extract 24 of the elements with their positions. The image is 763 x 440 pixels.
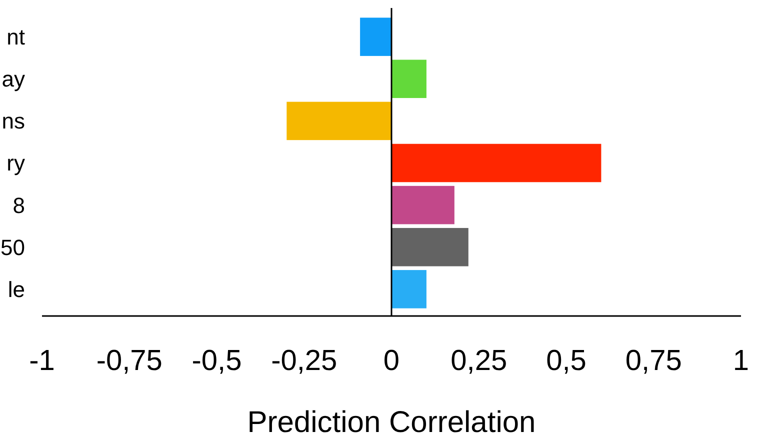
x-tick-label: -0,75 bbox=[96, 345, 162, 377]
x-tick-label: 0,25 bbox=[450, 345, 508, 377]
bar bbox=[392, 270, 426, 308]
y-tick-label: 50 bbox=[0, 234, 25, 260]
x-tick-label: -0,5 bbox=[192, 345, 242, 377]
bar bbox=[392, 186, 454, 224]
x-tick-label: -0,25 bbox=[271, 345, 338, 377]
y-tick-label: ay bbox=[2, 66, 25, 92]
y-tick-label: 8 bbox=[12, 192, 25, 218]
bar bbox=[286, 102, 392, 140]
x-tick-label: -1 bbox=[29, 345, 55, 377]
x-axis-title: Prediction Correlation bbox=[247, 406, 536, 439]
x-tick-label: 0 bbox=[383, 345, 400, 377]
bar bbox=[392, 60, 426, 98]
bar bbox=[392, 228, 468, 266]
bar bbox=[392, 144, 602, 182]
y-tick-label: ry bbox=[6, 150, 25, 176]
bar bbox=[360, 18, 392, 56]
x-tick-label: 0,75 bbox=[625, 345, 682, 377]
y-tick-label: le bbox=[8, 276, 25, 302]
x-tick-label: 0,5 bbox=[546, 345, 586, 377]
x-tick-label: 1 bbox=[732, 345, 750, 377]
y-tick-label: ns bbox=[2, 108, 25, 134]
y-tick-label: nt bbox=[6, 24, 25, 50]
